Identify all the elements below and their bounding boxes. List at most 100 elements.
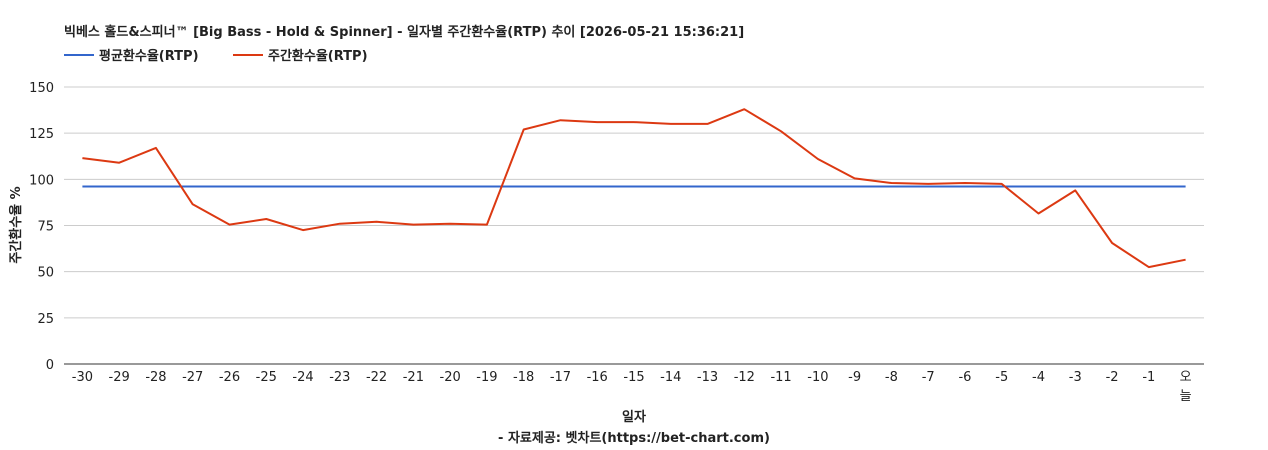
y-tick-label: 0 xyxy=(46,358,54,373)
data-point xyxy=(1146,264,1152,270)
data-point xyxy=(778,184,784,190)
data-point xyxy=(337,184,343,190)
x-tick-label: -21 xyxy=(403,370,424,385)
y-tick-label: 75 xyxy=(37,220,54,235)
data-point xyxy=(447,184,453,190)
x-tick-label: -11 xyxy=(770,370,791,385)
data-point xyxy=(631,184,637,190)
data-point xyxy=(999,181,1005,187)
data-point xyxy=(1183,257,1189,263)
data-point xyxy=(410,184,416,190)
x-tick-label: -8 xyxy=(885,370,898,385)
legend-label: 주간환수율(RTP) xyxy=(268,48,368,64)
x-tick-label: -12 xyxy=(734,370,755,385)
data-credit: - 자료제공: 벳차트(https://bet-chart.com) xyxy=(498,430,770,446)
data-point xyxy=(263,216,269,222)
x-tick-label: -30 xyxy=(72,370,93,385)
x-tick-label: -13 xyxy=(697,370,718,385)
x-tick-label: -27 xyxy=(182,370,203,385)
x-tick-label: -17 xyxy=(550,370,571,385)
y-tick-label: 125 xyxy=(29,127,54,142)
data-point xyxy=(815,156,821,162)
x-tick-label: -5 xyxy=(995,370,1008,385)
x-tick-label: -24 xyxy=(292,370,313,385)
x-axis-ticks: -30 -29 -28 -27 -26 -25 -24 -23 -22 -21 -20 -19 -18 -… xyxy=(72,370,1192,404)
data-point xyxy=(226,222,232,228)
data-point xyxy=(741,184,747,190)
series-line-1 xyxy=(82,108,1186,269)
data-point xyxy=(852,184,858,190)
data-point xyxy=(1036,184,1042,190)
data-point xyxy=(116,184,122,190)
x-tick-label: -9 xyxy=(848,370,861,385)
data-point xyxy=(263,184,269,190)
data-point xyxy=(705,121,711,127)
data-point xyxy=(962,180,968,186)
y-tick-label: 100 xyxy=(29,173,54,188)
x-tick-label: -1 xyxy=(1142,370,1155,385)
x-tick-label: -16 xyxy=(587,370,608,385)
data-point xyxy=(1183,184,1189,190)
x-tick-label: -29 xyxy=(109,370,130,385)
data-point xyxy=(79,184,85,190)
data-point xyxy=(815,184,821,190)
x-tick-label: -22 xyxy=(366,370,387,385)
data-point xyxy=(1146,184,1152,190)
data-point xyxy=(410,222,416,228)
data-point xyxy=(1036,210,1042,216)
x-tick-label: -23 xyxy=(329,370,350,385)
data-point xyxy=(374,184,380,190)
data-point xyxy=(594,184,600,190)
x-tick-label: -18 xyxy=(513,370,534,385)
data-point xyxy=(1109,184,1115,190)
data-point xyxy=(668,121,674,127)
data-point xyxy=(190,201,196,207)
x-tick-label: -6 xyxy=(958,370,971,385)
x-tick-label: -25 xyxy=(256,370,277,385)
y-tick-label: 25 xyxy=(37,312,54,327)
x-tick-label: -3 xyxy=(1069,370,1082,385)
data-point xyxy=(594,119,600,125)
x-tick-label: -26 xyxy=(219,370,240,385)
y-tick-label: 50 xyxy=(37,266,54,281)
x-tick-label: -15 xyxy=(623,370,644,385)
x-tick-label: -14 xyxy=(660,370,681,385)
x-tick-label: -28 xyxy=(145,370,166,385)
grid xyxy=(64,86,1204,365)
data-point xyxy=(778,128,784,134)
x-tick-label: -10 xyxy=(807,370,828,385)
data-point xyxy=(300,184,306,190)
x-tick-label: -2 xyxy=(1106,370,1119,385)
data-point xyxy=(374,219,380,225)
data-point xyxy=(741,106,747,112)
data-point xyxy=(447,221,453,227)
y-axis-ticks: 0 25 50 75 100 125 150 xyxy=(29,81,54,373)
legend-label: 평균환수율(RTP) xyxy=(99,48,199,64)
data-point xyxy=(190,184,196,190)
data-point xyxy=(705,184,711,190)
data-point xyxy=(300,227,306,233)
data-point xyxy=(337,221,343,227)
data-point xyxy=(668,184,674,190)
x-tick-label: -4 xyxy=(1032,370,1045,385)
data-point xyxy=(484,222,490,228)
data-point xyxy=(153,184,159,190)
x-tick-label: -20 xyxy=(440,370,461,385)
x-axis-title: 일자 xyxy=(622,410,646,425)
data-point xyxy=(116,160,122,166)
data-point xyxy=(631,119,637,125)
y-axis-title: 주간환수율 % xyxy=(8,186,24,263)
y-tick-label: 150 xyxy=(29,81,54,96)
data-point xyxy=(484,184,490,190)
chart-title: 빅베스 홀드&스피너™ [Big Bass - Hold & Spinner] … xyxy=(64,24,744,40)
data-point xyxy=(925,181,931,187)
data-point xyxy=(888,180,894,186)
data-point xyxy=(226,184,232,190)
data-point xyxy=(852,175,858,181)
data-point xyxy=(521,184,527,190)
data-point xyxy=(79,155,85,161)
data-point xyxy=(1109,240,1115,246)
legend: 평균환수율(RTP) 주간환수율(RTP) xyxy=(64,48,368,64)
x-tick-label: -7 xyxy=(922,370,935,385)
